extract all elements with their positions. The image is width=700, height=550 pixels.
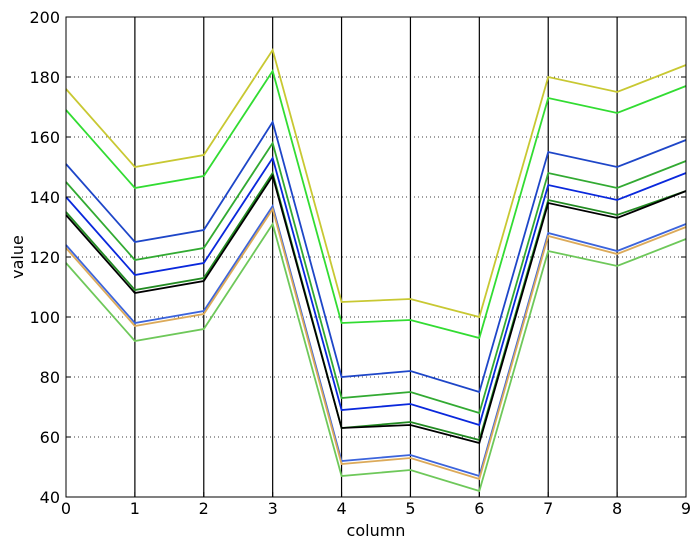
- y-tick-label: 60: [40, 428, 60, 447]
- x-tick-label: 5: [405, 499, 415, 518]
- series-line-4: [65, 140, 687, 415]
- series-layer: [65, 47, 687, 493]
- series-line-10: [65, 221, 687, 493]
- series-line-2: [65, 68, 687, 340]
- y-tick-label: 40: [40, 488, 60, 507]
- x-tick-label: 9: [681, 499, 691, 518]
- series-line-7: [65, 173, 687, 445]
- series-line-5: [65, 155, 687, 427]
- x-tick-label: 0: [61, 499, 71, 518]
- y-tick-label: 100: [29, 308, 60, 327]
- series-line-9: [65, 206, 687, 481]
- x-tick-label: 4: [336, 499, 346, 518]
- x-tick-label: 3: [268, 499, 278, 518]
- vertical-lines-layer: [134, 17, 618, 497]
- grid-layer: [66, 76, 686, 438]
- x-axis-ticks: 0 1 2 3 4 5 6 7 8 9: [61, 492, 691, 518]
- x-tick-label: 6: [474, 499, 484, 518]
- y-tick-label: 120: [29, 248, 60, 267]
- x-tick-label: 8: [612, 499, 622, 518]
- series-line-1: [65, 47, 687, 319]
- y-axis-label: value: [8, 235, 27, 279]
- x-tick-label: 7: [543, 499, 553, 518]
- series-line-6: [65, 170, 687, 442]
- series-line-8: [65, 203, 687, 478]
- y-tick-label: 80: [40, 368, 60, 387]
- y-tick-label: 140: [29, 188, 60, 207]
- y-tick-label: 200: [29, 8, 60, 27]
- y-axis-ticks: 40 60 80 100 120 140 160 180 200: [29, 8, 686, 507]
- x-axis-label: column: [347, 521, 406, 540]
- y-tick-label: 180: [29, 68, 60, 87]
- x-tick-label: 1: [130, 499, 140, 518]
- y-tick-label: 160: [29, 128, 60, 147]
- x-tick-label: 2: [199, 499, 209, 518]
- series-line-3: [65, 119, 687, 394]
